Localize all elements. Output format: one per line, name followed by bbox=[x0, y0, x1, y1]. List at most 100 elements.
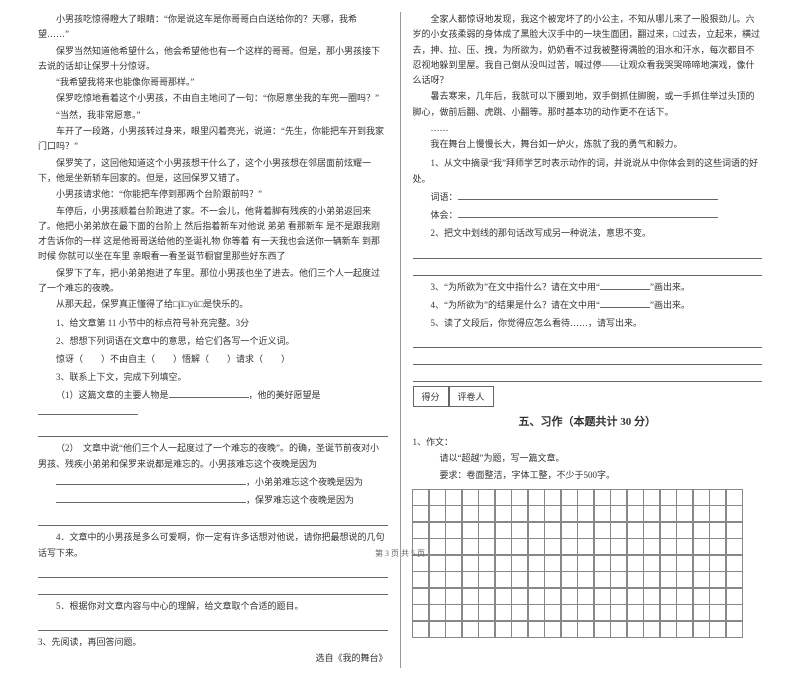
answer-blank[interactable] bbox=[600, 297, 650, 308]
grid-cell[interactable] bbox=[478, 621, 495, 638]
grid-cell[interactable] bbox=[676, 588, 693, 605]
grid-cell[interactable] bbox=[462, 621, 479, 638]
grid-cell[interactable] bbox=[577, 489, 594, 506]
grid-cell[interactable] bbox=[495, 505, 512, 522]
grid-cell[interactable] bbox=[643, 588, 660, 605]
grid-cell[interactable] bbox=[429, 571, 446, 588]
grid-cell[interactable] bbox=[445, 505, 462, 522]
grid-cell[interactable] bbox=[544, 588, 561, 605]
grid-cell[interactable] bbox=[643, 489, 660, 506]
grid-cell[interactable] bbox=[544, 621, 561, 638]
grid-cell[interactable] bbox=[528, 571, 545, 588]
grid-cell[interactable] bbox=[594, 588, 611, 605]
grid-cell[interactable] bbox=[544, 604, 561, 621]
grid-cell[interactable] bbox=[577, 505, 594, 522]
grid-cell[interactable] bbox=[643, 621, 660, 638]
grid-cell[interactable] bbox=[412, 505, 429, 522]
grid-cell[interactable] bbox=[445, 604, 462, 621]
grid-cell[interactable] bbox=[462, 489, 479, 506]
grid-cell[interactable] bbox=[561, 621, 578, 638]
grid-cell[interactable] bbox=[429, 588, 446, 605]
grid-cell[interactable] bbox=[660, 489, 677, 506]
grid-cell[interactable] bbox=[478, 505, 495, 522]
grid-cell[interactable] bbox=[676, 505, 693, 522]
grid-cell[interactable] bbox=[577, 522, 594, 539]
grid-cell[interactable] bbox=[511, 604, 528, 621]
grid-cell[interactable] bbox=[528, 621, 545, 638]
grid-cell[interactable] bbox=[511, 571, 528, 588]
grid-cell[interactable] bbox=[462, 604, 479, 621]
grid-cell[interactable] bbox=[594, 571, 611, 588]
grid-cell[interactable] bbox=[726, 571, 743, 588]
grid-cell[interactable] bbox=[693, 588, 710, 605]
grid-cell[interactable] bbox=[445, 571, 462, 588]
grid-cell[interactable] bbox=[709, 588, 726, 605]
grid-cell[interactable] bbox=[561, 588, 578, 605]
grid-cell[interactable] bbox=[627, 522, 644, 539]
grid-cell[interactable] bbox=[594, 489, 611, 506]
answer-line[interactable] bbox=[413, 334, 763, 348]
grid-cell[interactable] bbox=[511, 505, 528, 522]
grid-cell[interactable] bbox=[693, 522, 710, 539]
grid-cell[interactable] bbox=[561, 571, 578, 588]
grid-cell[interactable] bbox=[478, 522, 495, 539]
grid-cell[interactable] bbox=[709, 522, 726, 539]
grid-cell[interactable] bbox=[693, 621, 710, 638]
grid-cell[interactable] bbox=[709, 621, 726, 638]
answer-line[interactable] bbox=[38, 423, 388, 437]
grid-cell[interactable] bbox=[462, 522, 479, 539]
answer-line[interactable] bbox=[38, 617, 388, 631]
grid-cell[interactable] bbox=[528, 505, 545, 522]
grid-cell[interactable] bbox=[528, 522, 545, 539]
grid-cell[interactable] bbox=[429, 621, 446, 638]
grid-cell[interactable] bbox=[643, 522, 660, 539]
grid-cell[interactable] bbox=[577, 571, 594, 588]
answer-line[interactable] bbox=[413, 351, 763, 365]
grid-cell[interactable] bbox=[676, 522, 693, 539]
grid-cell[interactable] bbox=[643, 604, 660, 621]
grid-cell[interactable] bbox=[660, 588, 677, 605]
grid-cell[interactable] bbox=[561, 604, 578, 621]
grid-cell[interactable] bbox=[726, 604, 743, 621]
grid-cell[interactable] bbox=[676, 489, 693, 506]
grid-cell[interactable] bbox=[495, 489, 512, 506]
answer-line[interactable] bbox=[38, 564, 388, 578]
grid-cell[interactable] bbox=[528, 489, 545, 506]
grid-cell[interactable] bbox=[676, 621, 693, 638]
grid-cell[interactable] bbox=[709, 489, 726, 506]
grid-cell[interactable] bbox=[660, 604, 677, 621]
grid-cell[interactable] bbox=[445, 621, 462, 638]
grid-cell[interactable] bbox=[511, 588, 528, 605]
grid-cell[interactable] bbox=[528, 588, 545, 605]
grid-cell[interactable] bbox=[544, 505, 561, 522]
grid-cell[interactable] bbox=[594, 522, 611, 539]
grid-cell[interactable] bbox=[429, 604, 446, 621]
grid-cell[interactable] bbox=[627, 621, 644, 638]
grid-cell[interactable] bbox=[445, 522, 462, 539]
grid-cell[interactable] bbox=[709, 571, 726, 588]
grid-cell[interactable] bbox=[478, 588, 495, 605]
grid-cell[interactable] bbox=[660, 522, 677, 539]
answer-line[interactable] bbox=[38, 581, 388, 595]
grid-cell[interactable] bbox=[660, 571, 677, 588]
answer-blank[interactable] bbox=[56, 474, 246, 485]
grid-cell[interactable] bbox=[627, 588, 644, 605]
grid-cell[interactable] bbox=[610, 621, 627, 638]
grid-cell[interactable] bbox=[577, 621, 594, 638]
grid-cell[interactable] bbox=[495, 571, 512, 588]
grid-cell[interactable] bbox=[726, 621, 743, 638]
grid-cell[interactable] bbox=[610, 489, 627, 506]
grid-cell[interactable] bbox=[462, 505, 479, 522]
grid-cell[interactable] bbox=[594, 505, 611, 522]
grid-cell[interactable] bbox=[495, 522, 512, 539]
grid-cell[interactable] bbox=[429, 489, 446, 506]
grid-cell[interactable] bbox=[610, 505, 627, 522]
grid-cell[interactable] bbox=[577, 588, 594, 605]
grid-cell[interactable] bbox=[726, 489, 743, 506]
grid-cell[interactable] bbox=[660, 621, 677, 638]
grid-cell[interactable] bbox=[676, 604, 693, 621]
answer-blank[interactable] bbox=[600, 279, 650, 290]
grid-cell[interactable] bbox=[627, 604, 644, 621]
grid-cell[interactable] bbox=[495, 621, 512, 638]
grid-cell[interactable] bbox=[412, 522, 429, 539]
